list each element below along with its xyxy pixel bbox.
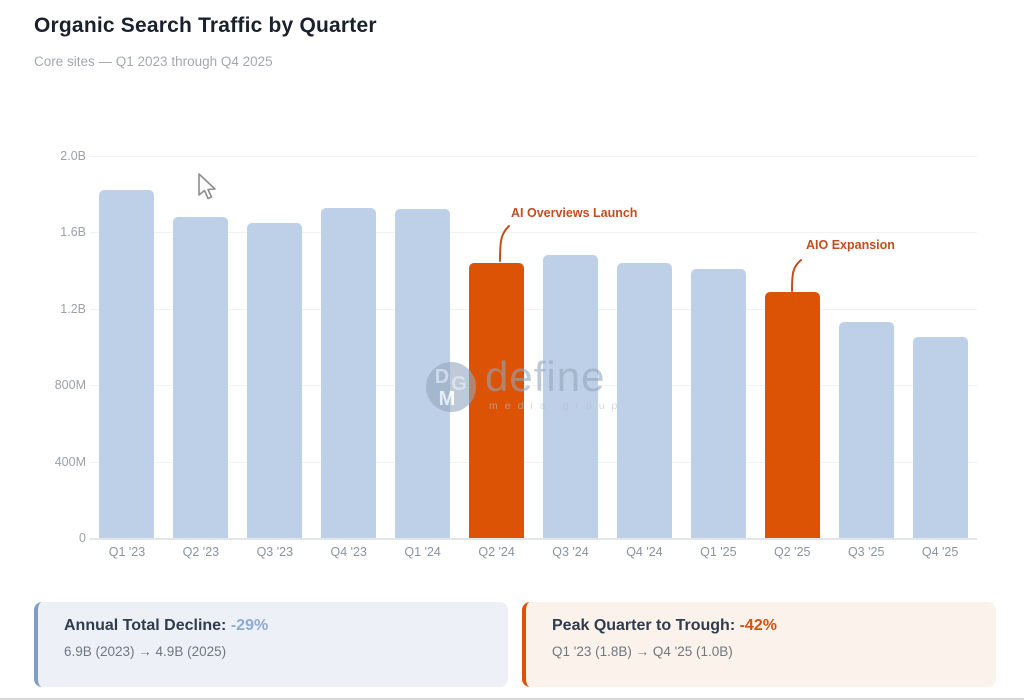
annotation-label-ai-overviews-launch: AI Overviews Launch	[511, 206, 638, 220]
plot-area	[90, 156, 977, 540]
bar-q4-23[interactable]	[321, 207, 377, 538]
y-tick-label: 0	[79, 531, 86, 545]
card-detail: 6.9B (2023) → 4.9B (2025)	[64, 644, 227, 659]
gridline	[90, 385, 977, 387]
gridline	[90, 156, 977, 157]
bar-slot	[607, 156, 681, 538]
x-tick-label: Q3 '23	[256, 545, 294, 559]
card-value: -42%	[739, 617, 777, 634]
x-tick-label: Q1 '24	[404, 545, 441, 559]
page-title: Organic Search Traffic by Quarter	[34, 14, 377, 37]
x-axis: Q1 '23 Q2 '23 Q3 '23 Q4 '23 Q1 '24 Q2 '24 Q3 '…	[90, 545, 977, 559]
bars	[90, 156, 977, 538]
card-title: Annual Total Decline: -29%	[64, 617, 508, 635]
bar-q3-23[interactable]	[247, 222, 303, 538]
card-title-text: Peak Quarter to Trough:	[552, 617, 736, 634]
bar-slot	[386, 156, 460, 538]
bar-slot	[90, 156, 164, 538]
bar-q1-25[interactable]	[690, 268, 746, 538]
bar-slot	[164, 156, 238, 538]
bar-q1-24[interactable]	[395, 209, 451, 538]
gridline	[90, 461, 977, 463]
bar-slot	[829, 156, 903, 538]
bar-slot	[903, 156, 977, 538]
card-value: -29%	[230, 617, 269, 634]
bar-q2-23[interactable]	[173, 217, 229, 538]
x-tick-label: Q4 '24	[626, 545, 663, 559]
x-tick-label: Q2 '24	[478, 545, 515, 559]
card-title-text: Annual Total Decline:	[64, 617, 227, 634]
mouse-cursor-icon	[198, 173, 216, 200]
x-tick-label: Q3 '25	[847, 545, 885, 559]
x-tick-label: Q1 '25	[700, 545, 737, 559]
x-tick-label: Q4 '25	[921, 545, 959, 559]
gridline	[90, 308, 977, 310]
y-tick-label: 1.2B	[60, 301, 86, 316]
bar-q4-25[interactable]	[912, 337, 968, 538]
y-tick-label: 2.0B	[60, 149, 86, 163]
x-tick-label: Q3 '24	[552, 545, 589, 559]
bar-q2-24[interactable]	[469, 262, 525, 538]
annotation-label-aio-expansion: AIO Expansion	[806, 238, 895, 252]
x-tick-label: Q4 '23	[330, 545, 367, 559]
y-tick-label: 800M	[54, 378, 86, 393]
annotation-leader-line	[791, 259, 802, 292]
bar-q2-25[interactable]	[764, 291, 820, 538]
card-peak-quarter-to-trough: Peak Quarter to Trough: -42% Q1 '23 (1.8…	[522, 602, 996, 687]
y-tick-label: 400M	[54, 454, 86, 469]
bar-slot	[755, 156, 829, 538]
bar-q1-23[interactable]	[99, 190, 155, 538]
bar-slot	[312, 156, 386, 538]
card-annual-total-decline: Annual Total Decline: -29% 6.9B (2023) →…	[34, 602, 508, 687]
y-axis: 2.0B 1.6B 1.2B 800M 400M 0	[0, 149, 86, 545]
bar-slot	[238, 156, 312, 538]
bar-q3-24[interactable]	[542, 255, 598, 538]
x-tick-label: Q2 '23	[182, 545, 220, 559]
bar-q3-25[interactable]	[838, 322, 894, 538]
x-tick-label: Q2 '25	[774, 545, 811, 559]
card-title: Peak Quarter to Trough: -42%	[552, 617, 996, 635]
x-tick-label: Q1 '23	[108, 545, 146, 559]
annotation-leader-line	[499, 225, 510, 262]
bar-slot	[681, 156, 755, 538]
gridline	[90, 232, 977, 234]
bar-q4-24[interactable]	[616, 262, 672, 538]
bar-slot	[534, 156, 608, 538]
card-detail: Q1 '23 (1.8B) → Q4 '25 (1.0B)	[552, 644, 733, 659]
bar-slot	[460, 156, 534, 538]
y-tick-label: 1.6B	[60, 225, 86, 240]
page-subtitle: Core sites — Q1 2023 through Q4 2025	[34, 54, 273, 69]
